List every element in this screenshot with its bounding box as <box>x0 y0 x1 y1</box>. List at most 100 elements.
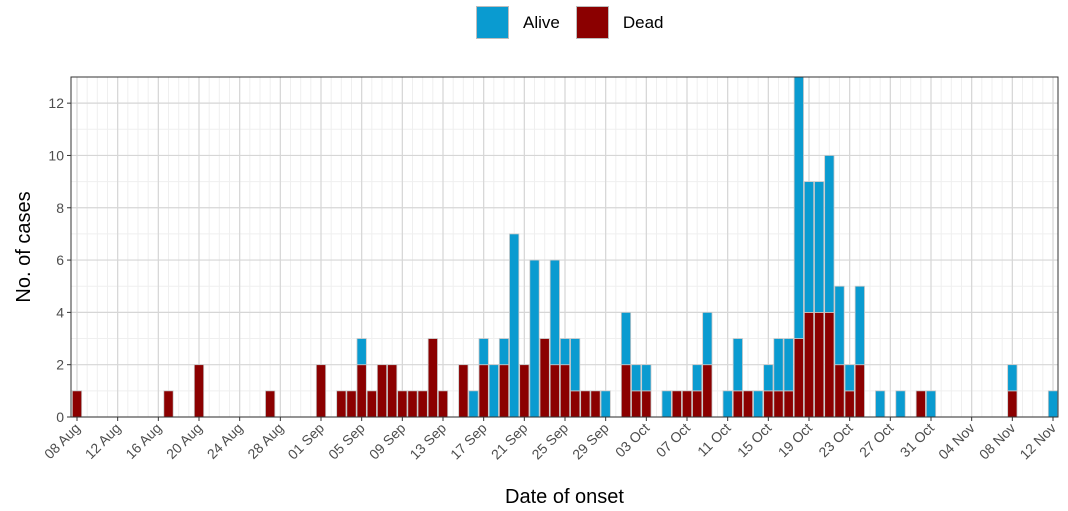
bar-dead <box>336 390 347 418</box>
bar-dead <box>742 390 754 418</box>
bar-alive <box>875 390 886 418</box>
y-tick-label: 10 <box>48 147 64 163</box>
bar-alive <box>844 364 855 392</box>
bar-alive <box>488 364 499 418</box>
x-tick-label: 16 Aug <box>122 420 164 462</box>
bar-dead <box>732 390 743 418</box>
bar-dead <box>915 390 926 418</box>
x-tick-label: 08 Aug <box>41 420 83 462</box>
bar-alive <box>468 390 479 418</box>
bar-dead <box>519 364 530 418</box>
bar-dead <box>407 390 418 418</box>
bar-dead <box>478 364 489 418</box>
y-tick-label: 6 <box>56 252 64 268</box>
bar-alive <box>478 338 489 366</box>
x-tick-label: 29 Sep <box>569 420 612 463</box>
bar-dead <box>763 390 774 418</box>
bar-alive <box>895 390 906 418</box>
y-tick-label: 4 <box>56 304 64 320</box>
x-axis-title: Date of onset <box>505 486 624 508</box>
legend-item-alive: Alive <box>476 6 564 39</box>
legend-label-alive: Alive <box>523 12 560 32</box>
bar-dead <box>692 390 703 418</box>
bar-alive <box>753 390 764 418</box>
bar-dead <box>793 338 804 418</box>
bar-dead <box>590 390 601 418</box>
bar-dead <box>346 390 357 418</box>
bar-dead <box>193 364 205 418</box>
bar-dead <box>834 364 845 418</box>
bar-dead <box>803 311 815 418</box>
bar-dead <box>580 390 591 418</box>
x-tick-label: 12 Nov <box>1016 420 1059 463</box>
x-tick-label: 03 Oct <box>612 420 653 461</box>
legend-item-dead: Dead <box>575 6 668 39</box>
x-tick-label: 21 Sep <box>488 420 531 463</box>
x-tick-label: 25 Sep <box>528 420 571 463</box>
bar-dead <box>539 338 550 418</box>
bar-dead <box>570 390 581 418</box>
bar-alive <box>732 338 743 392</box>
x-tick-label: 31 Oct <box>897 420 938 461</box>
bar-alive <box>549 259 560 366</box>
x-tick-label: 07 Oct <box>653 420 694 461</box>
bar-alive <box>702 311 713 366</box>
bar-dead <box>366 390 377 418</box>
bar-dead <box>824 311 835 418</box>
x-tick-label: 05 Sep <box>325 420 368 463</box>
bar-alive <box>722 390 733 418</box>
bar-alive <box>620 311 632 366</box>
bar-dead <box>387 364 398 418</box>
x-tick-label: 04 Nov <box>935 420 978 463</box>
bar-alive <box>641 364 652 392</box>
x-tick-label: 27 Oct <box>856 420 897 461</box>
bar-dead <box>671 390 682 418</box>
bar-dead <box>265 390 276 418</box>
bar-alive <box>854 285 865 366</box>
bar-alive <box>559 338 571 366</box>
y-tick-label: 0 <box>56 409 64 425</box>
bar-dead <box>163 390 174 418</box>
bar-alive <box>834 285 845 366</box>
x-tick-label: 28 Aug <box>244 420 286 462</box>
bar-dead <box>427 338 438 418</box>
bar-dead <box>854 364 865 418</box>
bar-alive <box>661 390 672 418</box>
bar-dead <box>814 311 825 418</box>
x-tick-label: 15 Oct <box>734 420 775 461</box>
bar-alive <box>763 364 774 392</box>
bar-alive <box>498 338 510 366</box>
bar-dead <box>631 390 642 418</box>
bar-dead <box>681 390 693 418</box>
x-tick-label: 12 Aug <box>82 420 124 462</box>
bar-dead <box>1007 390 1018 418</box>
bar-dead <box>356 364 367 418</box>
bar-alive <box>600 390 611 418</box>
bar-alive <box>803 181 815 313</box>
bar-dead <box>458 364 469 418</box>
bar-alive <box>1007 364 1018 392</box>
x-tick-label: 08 Nov <box>976 420 1019 463</box>
bar-dead <box>376 364 388 418</box>
bar-dead <box>315 364 327 418</box>
x-tick-label: 11 Oct <box>694 420 734 460</box>
bar-dead <box>397 390 408 418</box>
bar-alive <box>1047 390 1059 418</box>
bar-alive <box>783 338 794 392</box>
x-tick-label: 20 Aug <box>163 420 205 462</box>
legend: Alive Dead <box>476 6 680 39</box>
x-tick-label: 13 Sep <box>406 420 449 463</box>
bar-dead <box>783 390 794 418</box>
bar-alive <box>793 76 804 339</box>
bar-alive <box>356 338 367 366</box>
bar-dead <box>773 390 784 418</box>
x-tick-label: 01 Sep <box>284 420 327 463</box>
bar-alive <box>773 338 784 392</box>
x-tick-label: 17 Sep <box>447 420 490 463</box>
bar-dead <box>702 364 713 418</box>
y-axis-title: No. of cases <box>13 191 35 302</box>
legend-label-dead: Dead <box>622 12 664 32</box>
bar-alive <box>509 233 520 418</box>
bar-dead <box>71 390 83 418</box>
